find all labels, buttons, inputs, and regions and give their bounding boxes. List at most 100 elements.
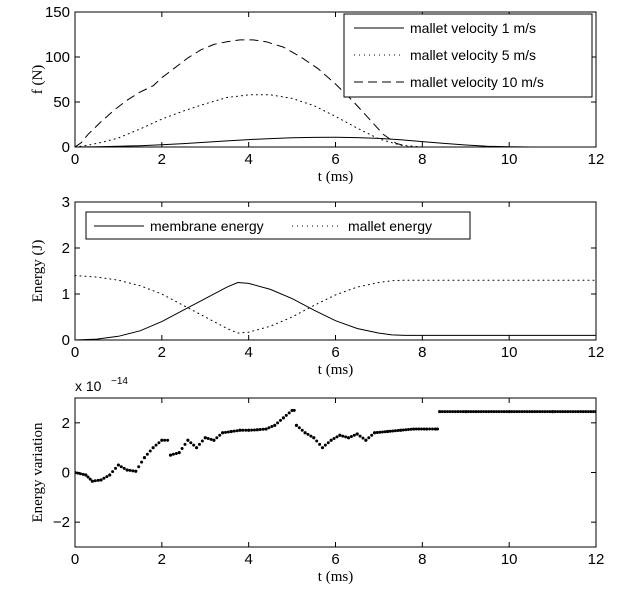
data-point	[568, 410, 572, 414]
data-point	[364, 438, 368, 442]
data-point	[543, 410, 547, 414]
data-point	[125, 468, 129, 472]
data-point	[438, 410, 442, 414]
data-point	[76, 471, 80, 475]
data-point	[140, 460, 144, 464]
data-point	[401, 428, 405, 432]
data-point	[114, 466, 118, 470]
x-tick-label: 0	[71, 344, 79, 361]
legend: membrane energy mallet energy	[85, 211, 471, 240]
data-point	[576, 410, 580, 414]
x-axis-label: t (ms)	[318, 362, 353, 378]
plot-area	[75, 39, 596, 147]
data-point	[349, 434, 353, 438]
data-point	[484, 410, 488, 414]
data-point	[174, 451, 178, 455]
data-point	[494, 410, 498, 414]
data-point	[284, 413, 288, 417]
data-point	[561, 410, 565, 414]
data-point	[221, 431, 225, 435]
data-point	[393, 429, 397, 433]
y-tick-label: 0	[62, 332, 70, 349]
data-point	[528, 410, 532, 414]
data-point	[241, 428, 245, 432]
data-point	[378, 430, 382, 434]
data-point	[292, 408, 296, 412]
y-axis-label: Energy (J)	[30, 240, 46, 303]
data-point	[535, 410, 539, 414]
data-point	[270, 425, 274, 429]
plot-area	[75, 408, 596, 483]
data-point	[338, 433, 342, 437]
data-point	[273, 423, 277, 427]
data-point	[409, 427, 413, 431]
data-point	[545, 410, 549, 414]
data-point	[238, 428, 242, 432]
data-point	[433, 427, 437, 431]
x-tick-label: 12	[588, 344, 605, 361]
data-point	[294, 423, 299, 427]
data-point	[128, 468, 132, 472]
data-point	[584, 410, 588, 414]
x-axis-label: t (ms)	[318, 169, 353, 185]
data-point	[206, 437, 210, 441]
data-point	[459, 410, 463, 414]
data-point	[86, 475, 90, 479]
data-point	[303, 431, 307, 435]
data-point	[474, 410, 478, 414]
data-point	[224, 430, 228, 434]
data-point	[563, 410, 567, 414]
data-point	[417, 427, 421, 431]
legend: mallet velocity 1 m/s mallet velocity 5 m…	[343, 13, 593, 98]
data-point	[258, 428, 262, 432]
data-point	[522, 410, 526, 414]
data-point	[341, 434, 345, 438]
data-point	[323, 443, 327, 447]
data-point	[589, 410, 593, 414]
data-point	[131, 469, 135, 473]
energy-variation-panel: 0 2 4 6 8 10 12 −2 0 2 t (ms) Energy variation x 10−…	[30, 376, 604, 585]
legend-label: mallet velocity 10 m/s	[410, 74, 544, 90]
data-point	[396, 429, 400, 433]
x-tick-label: 10	[501, 151, 518, 168]
legend-label: membrane energy	[150, 218, 264, 234]
data-point	[200, 439, 204, 443]
x-tick-label: 6	[331, 344, 339, 361]
x-tick-label: 8	[418, 344, 426, 361]
data-point	[111, 470, 115, 474]
data-point	[290, 408, 294, 413]
data-point	[510, 410, 514, 414]
data-point	[553, 410, 557, 414]
data-point	[192, 443, 196, 447]
data-point	[287, 411, 291, 415]
data-point	[160, 438, 164, 442]
data-point	[540, 410, 544, 414]
data-point	[422, 427, 426, 431]
data-point	[548, 410, 552, 414]
data-point	[406, 428, 410, 432]
x-tick-label: 8	[418, 551, 426, 568]
data-point	[163, 438, 167, 442]
x-tick-label: 8	[418, 151, 426, 168]
data-point	[451, 410, 455, 414]
force-panel: 0 2 4 6 8 10 12 0 50 100 150 t (ms) f (N) mallet velo…	[30, 4, 604, 185]
data-point	[279, 418, 283, 422]
data-point	[525, 410, 529, 414]
legend-label: mallet velocity 1 m/s	[410, 20, 536, 36]
data-point	[471, 410, 475, 414]
data-point	[461, 410, 465, 414]
y-tick-label: 3	[62, 194, 70, 211]
data-point	[414, 427, 418, 431]
data-point	[591, 410, 595, 414]
legend-label: mallet velocity 5 m/s	[410, 47, 536, 63]
data-point	[309, 434, 313, 438]
data-point	[102, 476, 106, 480]
series-line-solid	[75, 136, 596, 147]
data-point	[306, 432, 310, 436]
data-point	[512, 410, 516, 414]
data-point	[372, 431, 377, 435]
data-point	[148, 449, 152, 453]
data-point	[479, 410, 483, 414]
data-point	[412, 427, 416, 431]
